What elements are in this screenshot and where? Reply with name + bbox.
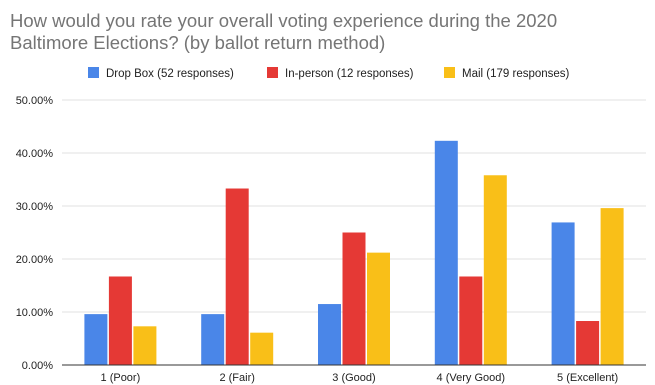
bar bbox=[367, 252, 390, 365]
legend-label-in-person: In-person (12 responses) bbox=[285, 68, 414, 80]
bars bbox=[84, 140, 624, 365]
bar bbox=[84, 314, 108, 365]
y-tick-label: 0.00% bbox=[22, 360, 53, 372]
legend-label-drop-box: Drop Box (52 responses) bbox=[106, 68, 234, 80]
legend-swatch-in-person bbox=[267, 67, 278, 78]
bar bbox=[483, 175, 507, 365]
x-axis-categories: 1 (Poor) 2 (Fair) 3 (Good) 4 (Very Good) 5 (… bbox=[101, 372, 619, 384]
bar bbox=[225, 188, 249, 365]
bar bbox=[459, 276, 483, 365]
bar bbox=[576, 321, 600, 365]
legend-swatch-mail bbox=[444, 67, 455, 78]
x-category-label: 5 (Excellent) bbox=[557, 372, 618, 384]
x-category-label: 2 (Fair) bbox=[219, 372, 254, 384]
gridlines bbox=[62, 99, 646, 313]
bar bbox=[551, 222, 575, 365]
y-tick-label: 30.00% bbox=[16, 201, 54, 213]
bar bbox=[342, 232, 366, 365]
y-tick-label: 40.00% bbox=[16, 148, 54, 160]
y-tick-label: 20.00% bbox=[16, 254, 54, 266]
bar bbox=[201, 314, 225, 365]
y-tick-label: 50.00% bbox=[16, 95, 54, 107]
x-category-label: 3 (Good) bbox=[332, 372, 375, 384]
bar bbox=[434, 140, 458, 365]
y-axis-ticks: 0.00% 10.00% 20.00% 30.00% 40.00% 50.00% bbox=[16, 95, 54, 372]
legend: Drop Box (52 responses) In-person (12 re… bbox=[88, 67, 570, 80]
legend-swatch-drop-box bbox=[88, 67, 99, 78]
bar bbox=[600, 208, 624, 365]
bar bbox=[250, 332, 274, 365]
x-category-label: 1 (Poor) bbox=[101, 372, 141, 384]
x-category-label: 4 (Very Good) bbox=[437, 372, 505, 384]
y-tick-label: 10.00% bbox=[16, 307, 54, 319]
bar bbox=[108, 276, 132, 365]
legend-label-mail: Mail (179 responses) bbox=[462, 68, 570, 80]
bar bbox=[133, 326, 157, 365]
chart-title-line-1: How would you rate your overall voting e… bbox=[10, 10, 557, 31]
chart-title-line-2: Baltimore Elections? (by ballot return m… bbox=[10, 32, 385, 53]
bar bbox=[318, 304, 341, 365]
